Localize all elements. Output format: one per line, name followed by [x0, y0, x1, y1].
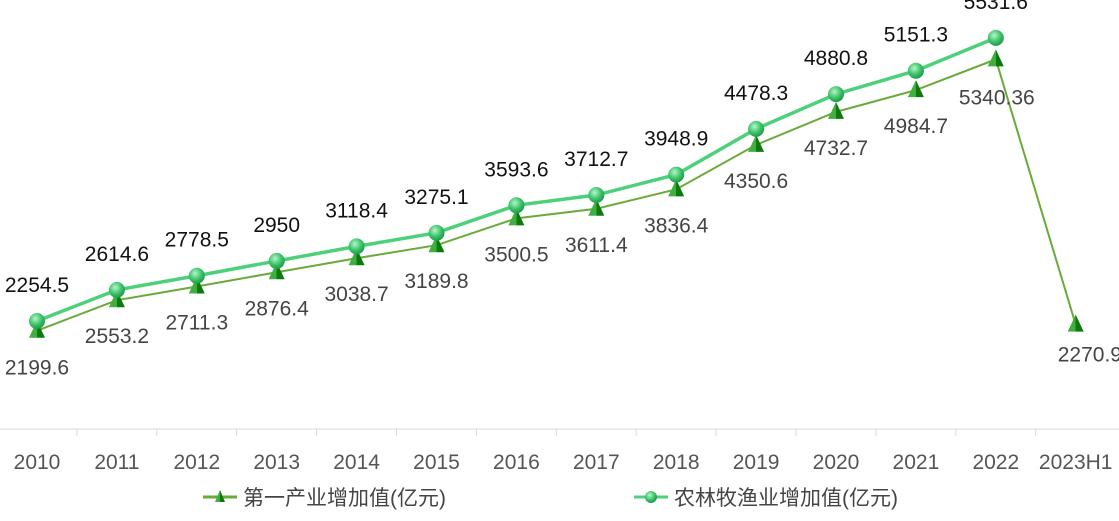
data-point-circle[interactable]	[987, 29, 1004, 46]
data-label: 3712.7	[564, 148, 628, 171]
data-point-triangle[interactable]	[29, 320, 45, 338]
x-tick-label: 2017	[573, 451, 620, 474]
data-point-circle[interactable]	[268, 252, 285, 269]
x-tick-label: 2010	[14, 451, 61, 474]
data-point-circle[interactable]	[748, 120, 765, 137]
data-point-circle[interactable]	[348, 238, 365, 255]
data-point-triangle[interactable]	[108, 290, 125, 308]
data-point-circle[interactable]	[29, 313, 45, 329]
data-point-triangle[interactable]	[428, 235, 445, 253]
data-label: 2553.2	[85, 325, 149, 348]
data-label: 3836.4	[644, 214, 709, 237]
data-label: 3189.8	[404, 270, 468, 293]
data-point-triangle[interactable]	[588, 198, 605, 216]
triangle-marker-icon	[215, 490, 225, 502]
data-point-triangle[interactable]	[987, 49, 1004, 67]
x-tick-label: 2019	[733, 451, 780, 474]
data-point-triangle[interactable]	[907, 80, 924, 98]
data-label: 3038.7	[324, 283, 388, 306]
data-point-circle[interactable]	[828, 86, 844, 103]
data-point-triangle[interactable]	[188, 276, 205, 294]
data-label: 4350.6	[724, 170, 788, 193]
data-label: 3611.4	[565, 234, 628, 257]
circle-marker-icon	[645, 491, 657, 503]
x-tick-label: 2018	[653, 451, 700, 474]
data-point-triangle[interactable]	[348, 248, 365, 266]
data-label: 2254.5	[5, 274, 69, 297]
x-tick-label: 2013	[253, 451, 300, 474]
data-point-circle[interactable]	[188, 267, 205, 284]
data-label: 2270.95	[1058, 344, 1119, 367]
data-point-triangle[interactable]	[508, 208, 525, 226]
data-label: 2876.4	[245, 297, 310, 320]
data-label: 4984.7	[884, 115, 948, 138]
data-label: 5340.36	[959, 86, 1035, 109]
x-tick-label: 2020	[813, 451, 860, 474]
data-point-circle[interactable]	[108, 281, 125, 298]
x-tick-label: 2012	[173, 451, 220, 474]
data-label: 5151.3	[884, 24, 948, 47]
data-label: 4478.3	[724, 82, 788, 105]
legend-label: 农林牧渔业增加值(亿元)	[674, 487, 898, 510]
data-label: 2199.6	[5, 357, 69, 380]
x-tick-label: 2021	[893, 451, 940, 474]
legend-label: 第一产业增加值(亿元)	[243, 487, 446, 510]
data-label: 5531.6	[964, 0, 1028, 14]
data-label: 2950	[253, 214, 300, 237]
legend-item-primary-industry[interactable]: 第一产业增加值(亿元)	[203, 487, 446, 510]
data-point-circle[interactable]	[668, 166, 685, 183]
data-label: 3118.4	[325, 199, 388, 222]
legend: 第一产业增加值(亿元) 农林牧渔业增加值(亿元)	[203, 487, 898, 510]
x-tick-label: 2015	[413, 451, 460, 474]
data-label: 2614.6	[85, 243, 149, 266]
legend-item-agriculture[interactable]: 农林牧渔业增加值(亿元)	[634, 487, 898, 510]
data-point-triangle[interactable]	[828, 101, 844, 119]
data-label: 4880.8	[804, 47, 868, 70]
x-tick-label: 2011	[94, 451, 139, 474]
data-label: 3948.9	[644, 128, 708, 151]
data-point-triangle[interactable]	[668, 179, 685, 197]
data-point-triangle[interactable]	[268, 262, 285, 280]
series-line-primary-industry	[36, 58, 1077, 332]
data-point-circle[interactable]	[428, 224, 445, 241]
data-label: 2711.3	[165, 312, 228, 335]
data-point-circle[interactable]	[907, 62, 924, 79]
x-tick-label: 2023H1	[1039, 451, 1113, 474]
data-point-triangle[interactable]	[1067, 314, 1084, 332]
data-label: 4732.7	[804, 137, 868, 160]
x-tick-label: 2022	[972, 451, 1019, 474]
data-point-circle[interactable]	[508, 197, 525, 214]
data-label: 3500.5	[484, 243, 548, 266]
x-tick-label: 2014	[333, 451, 380, 474]
data-point-circle[interactable]	[588, 187, 605, 204]
data-label: 3593.6	[484, 158, 548, 181]
data-label: 2778.5	[165, 229, 229, 252]
data-label: 3275.1	[404, 186, 468, 209]
x-tick-label: 2016	[493, 451, 540, 474]
data-point-triangle[interactable]	[748, 134, 765, 152]
